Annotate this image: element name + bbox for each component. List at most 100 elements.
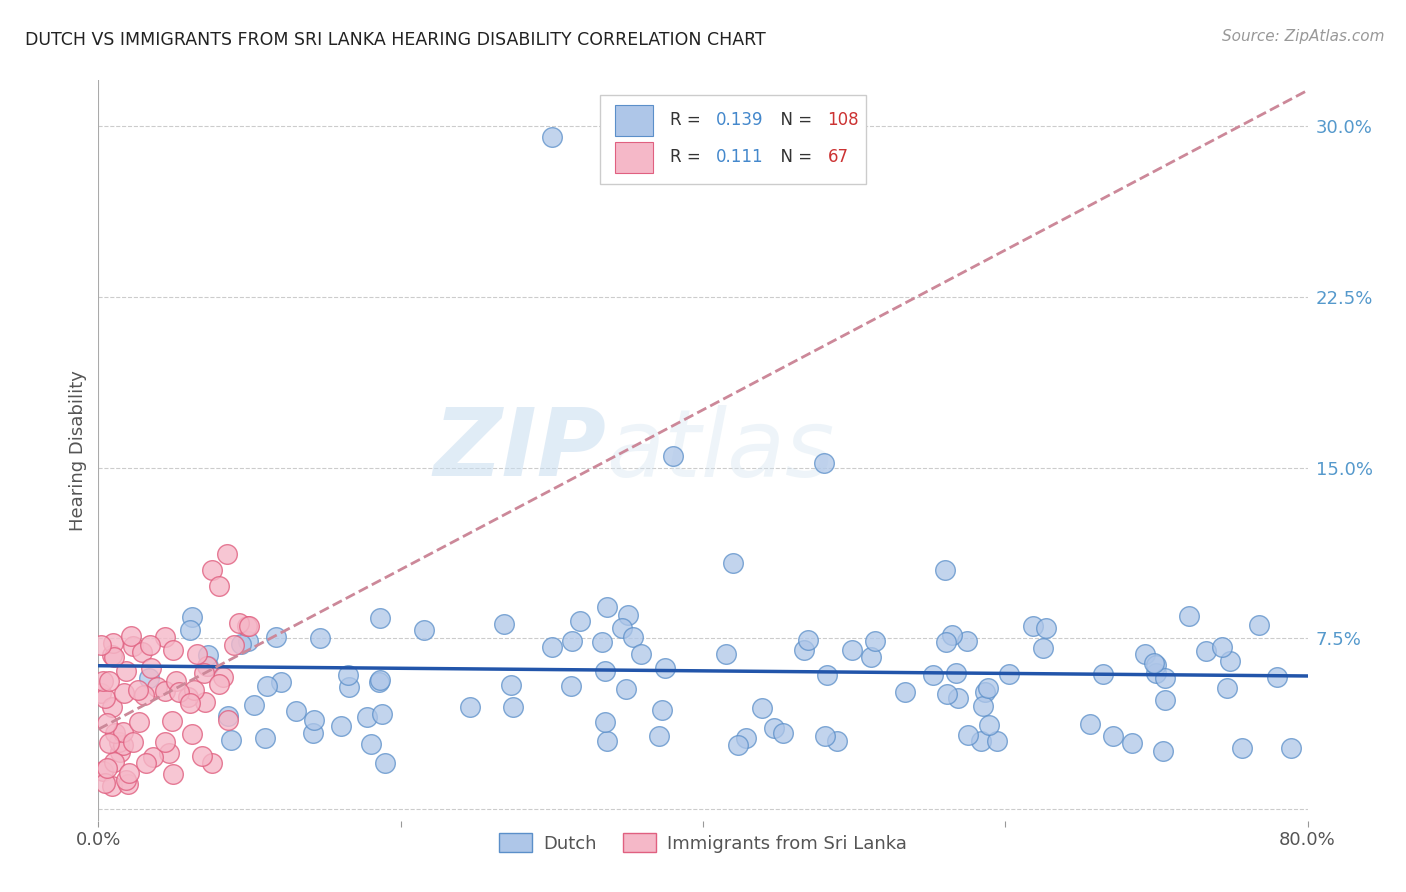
Point (134, 688, 156, 702)
Point (101, 648, 124, 662)
Point (117, 777, 139, 791)
Point (647, 729, 669, 743)
Point (215, 547, 238, 561)
Point (621, 630, 644, 644)
Point (956, 634, 979, 648)
Point (356, 710, 378, 724)
Point (651, 703, 673, 717)
Point (863, 634, 886, 648)
Point (596, 599, 619, 614)
Point (111, 725, 134, 739)
Point (337, 680, 360, 694)
Point (139, 661, 162, 675)
Point (591, 635, 613, 649)
Point (208, 677, 231, 691)
Text: 108: 108 (828, 111, 859, 128)
Text: R =: R = (671, 147, 706, 166)
Point (763, 721, 786, 735)
Point (337, 667, 360, 681)
Point (1152, 744, 1174, 758)
Point (935, 635, 957, 649)
Text: 67: 67 (828, 147, 849, 166)
Point (224, 638, 246, 652)
Point (208, 579, 231, 593)
Point (772, 726, 794, 740)
Point (217, 709, 239, 723)
Point (219, 732, 242, 747)
Point (155, 631, 177, 645)
Point (893, 685, 915, 699)
Point (1211, 640, 1233, 654)
Point (957, 728, 980, 742)
Point (593, 714, 616, 729)
Point (167, 685, 190, 699)
Text: R =: R = (671, 111, 706, 128)
Point (162, 642, 184, 657)
Text: Source: ZipAtlas.com: Source: ZipAtlas.com (1222, 29, 1385, 44)
Text: atlas: atlas (606, 405, 835, 496)
Point (814, 729, 837, 743)
Point (98, 736, 121, 750)
Point (1121, 736, 1143, 750)
Point (370, 611, 392, 625)
FancyBboxPatch shape (614, 104, 654, 136)
Point (921, 668, 943, 682)
Point (153, 684, 176, 698)
Point (236, 618, 259, 632)
Point (127, 683, 149, 698)
Point (494, 617, 516, 632)
Point (108, 735, 131, 749)
Point (560, 679, 582, 693)
Point (122, 639, 145, 653)
Y-axis label: Hearing Disability: Hearing Disability (69, 370, 87, 531)
Point (115, 665, 138, 679)
Point (228, 616, 250, 631)
Point (986, 734, 1008, 748)
Point (183, 682, 205, 697)
Point (1281, 741, 1303, 756)
Point (94, 691, 117, 706)
Point (612, 621, 634, 635)
Point (138, 671, 160, 685)
Point (1195, 643, 1218, 657)
Point (1178, 609, 1201, 624)
Point (236, 634, 259, 648)
Point (617, 607, 640, 622)
Point (1154, 671, 1177, 685)
FancyBboxPatch shape (614, 142, 654, 173)
Point (94, 775, 117, 789)
Point (330, 718, 353, 732)
Point (1035, 621, 1057, 635)
Point (112, 686, 135, 700)
Point (309, 632, 332, 646)
Text: 0.111: 0.111 (716, 147, 763, 166)
Point (813, 456, 835, 470)
Text: 0.139: 0.139 (716, 111, 763, 128)
Point (153, 734, 176, 748)
Point (561, 633, 583, 648)
Point (179, 697, 201, 711)
Point (458, 699, 481, 714)
Point (162, 767, 184, 781)
Point (727, 738, 749, 752)
Point (302, 726, 325, 740)
Point (229, 637, 252, 651)
Point (859, 650, 882, 665)
Point (264, 630, 287, 644)
Point (948, 690, 970, 705)
Point (100, 700, 122, 714)
Point (111, 738, 134, 752)
Point (142, 749, 165, 764)
Point (197, 658, 219, 673)
Point (212, 670, 235, 684)
Point (177, 690, 200, 704)
Point (1022, 618, 1045, 632)
Point (179, 623, 201, 637)
Point (841, 642, 863, 657)
Point (1219, 654, 1241, 668)
Point (796, 633, 818, 648)
Point (935, 687, 957, 701)
Text: ZIP: ZIP (433, 404, 606, 497)
Point (723, 556, 745, 570)
FancyBboxPatch shape (600, 95, 866, 184)
